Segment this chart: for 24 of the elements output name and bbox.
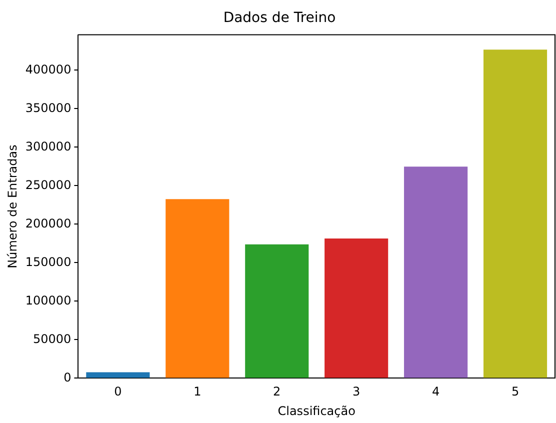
y-tick-label: 350000	[25, 100, 72, 115]
bar	[245, 244, 309, 378]
x-tick-label: 4	[432, 384, 440, 399]
bar	[483, 50, 548, 378]
y-tick-label: 400000	[25, 62, 72, 76]
x-tick-label: 5	[511, 384, 520, 399]
x-tick-label: 3	[352, 384, 360, 399]
x-tick-label: 1	[194, 384, 202, 399]
x-tick-label: 2	[273, 384, 281, 399]
y-tick-label: 50000	[33, 332, 72, 346]
chart-title: Dados de Treino	[223, 10, 336, 26]
y-tick-label: 200000	[25, 216, 72, 230]
y-tick-label: 250000	[25, 178, 72, 192]
y-tick-label: 150000	[25, 254, 72, 269]
bar	[86, 372, 150, 378]
y-axis-title: Número de Entradas	[5, 144, 20, 268]
bar	[324, 238, 388, 378]
bar	[166, 199, 230, 378]
x-tick-label: 0	[114, 384, 122, 399]
y-tick-label: 0	[64, 370, 72, 384]
y-tick-label: 300000	[25, 139, 72, 154]
y-tick-label: 100000	[25, 293, 72, 308]
bar	[404, 166, 468, 378]
x-axis-title: Classificação	[278, 404, 356, 418]
